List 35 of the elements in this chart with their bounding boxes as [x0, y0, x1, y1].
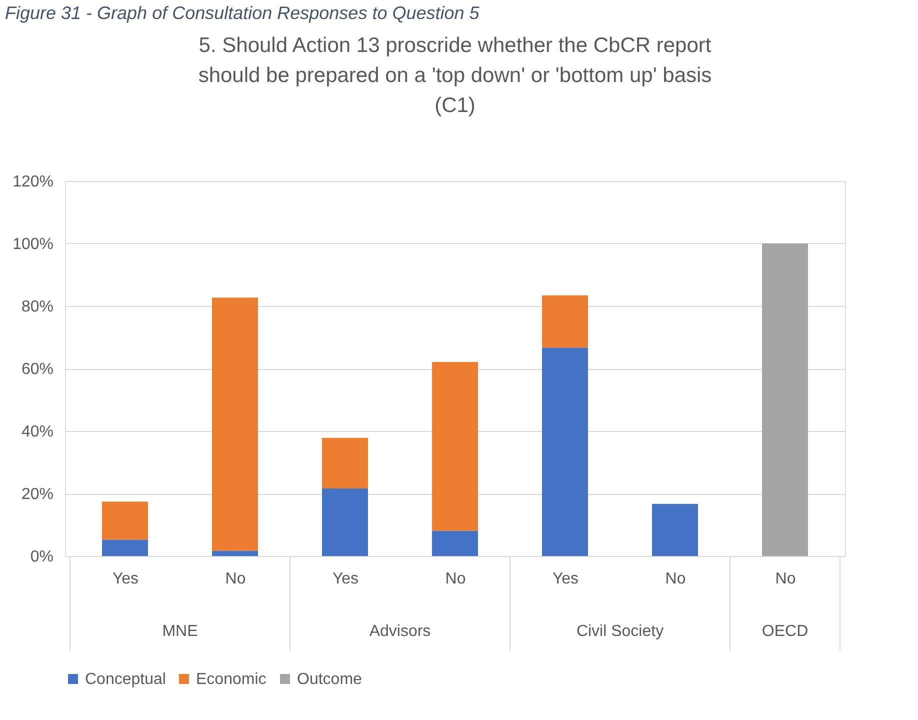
bar [542, 348, 588, 556]
text: Civil Society [576, 623, 664, 640]
x-tick-label: Yes [552, 570, 579, 588]
x-tick-label: No [665, 570, 686, 588]
x-tick-label: Yes [332, 570, 359, 588]
bar [102, 540, 148, 556]
x-tick-label: No [445, 570, 466, 588]
y-tick-label: 60% [21, 361, 54, 378]
bar [102, 502, 148, 540]
bar [212, 298, 258, 551]
caption: Figure 31 - Graph of Consultation Responses to Question 5 [5, 3, 480, 23]
x-tick-label: No [225, 570, 246, 588]
y-tick-label: 40% [21, 424, 54, 440]
bar [322, 488, 368, 556]
bar [212, 550, 258, 556]
bar [762, 244, 808, 556]
text: Advisors [369, 623, 431, 640]
y-tick-label: 80% [21, 298, 54, 316]
y-tick-label: 100% [12, 236, 54, 253]
y-tick-label: 0% [30, 548, 54, 566]
bar [652, 504, 698, 556]
y-tick-label: 120% [12, 174, 54, 190]
bar [432, 530, 478, 556]
chart-title: 5. Should Action 13 proscride whether the CbCR report should be prepared on a 'top down' or 'bottom up' basis (C1) [198, 34, 712, 117]
x-tick-label: Yes [112, 570, 139, 588]
bar [432, 362, 478, 531]
bar [322, 438, 368, 488]
text: OECD [762, 623, 808, 640]
y-tick-label: 20% [21, 486, 54, 503]
legend-label: Conceptual [85, 671, 166, 688]
x-tick-label: No [775, 570, 796, 588]
text: MNE [162, 623, 198, 640]
legend-label: Outcome [297, 671, 362, 688]
legend-label: Economic [196, 671, 266, 688]
bar [542, 295, 588, 348]
